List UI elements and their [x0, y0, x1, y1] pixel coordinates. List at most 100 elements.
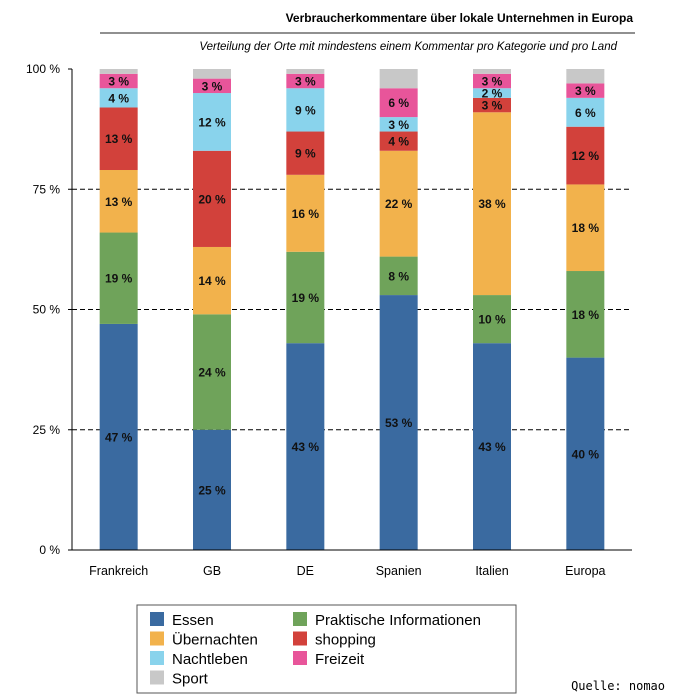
bar-segment--bernachten — [473, 112, 511, 296]
bar-segment-nachtleben — [566, 97, 605, 127]
bar-segment-freizeit — [193, 78, 231, 94]
data-label: 43 % — [292, 440, 320, 454]
bar-segment-nachtleben — [473, 88, 511, 98]
bar-segment-essen — [566, 357, 605, 550]
data-label: 13 % — [105, 132, 133, 146]
bar-segment-shopping — [193, 150, 231, 247]
data-label: 3 % — [388, 118, 409, 132]
y-tick-label: 100 % — [26, 62, 60, 76]
legend-label: Übernachten — [172, 631, 258, 649]
x-category-label: Italien — [475, 564, 508, 578]
data-label: 38 % — [478, 197, 506, 211]
bar-segment-praktische-informationen — [379, 256, 418, 296]
bar-segment--bernachten — [193, 246, 231, 315]
chart-title: Verbraucherkommentare über lokale Untern… — [286, 11, 634, 25]
x-category-label: Spanien — [376, 564, 422, 578]
data-label: 8 % — [388, 269, 409, 283]
data-label: 20 % — [198, 192, 226, 206]
data-label: 6 % — [575, 106, 596, 120]
bar-segment-sport — [99, 69, 138, 74]
data-label: 19 % — [105, 272, 133, 286]
bar-segment-sport — [193, 69, 231, 79]
legend-label: Freizeit — [315, 651, 365, 668]
bar-segment-shopping — [379, 131, 418, 151]
data-label: 10 % — [478, 313, 506, 327]
y-tick-label: 75 % — [33, 182, 61, 196]
legend-swatch — [293, 612, 307, 626]
data-label: 3 % — [575, 84, 596, 98]
bar-segment-nachtleben — [99, 88, 138, 108]
bar-segment-sport — [379, 69, 418, 89]
legend-swatch — [150, 670, 164, 685]
data-label: 47 % — [105, 430, 133, 444]
bar-segment-essen — [286, 343, 325, 550]
bar-segment-shopping — [473, 97, 511, 113]
bar-segment-nachtleben — [286, 88, 325, 132]
x-category-label: GB — [203, 564, 221, 578]
data-label: 3 % — [482, 99, 503, 113]
bar-segment--bernachten — [566, 184, 605, 272]
bar-segment-sport — [286, 69, 325, 74]
data-label: 13 % — [105, 195, 133, 209]
data-label: 2 % — [482, 87, 503, 101]
data-label: 25 % — [198, 483, 226, 497]
bar-segment-sport — [566, 69, 605, 84]
legend-label: Essen — [172, 612, 214, 629]
data-label: 9 % — [295, 147, 316, 161]
legend-swatch — [293, 631, 307, 646]
chart-subtitle: Verteilung der Orte mit mindestens einem… — [199, 41, 617, 53]
bar-segment-essen — [99, 323, 138, 550]
data-label: 18 % — [572, 221, 600, 235]
x-category-label: Europa — [565, 564, 605, 578]
y-tick-label: 0 % — [39, 543, 60, 557]
legend-swatch — [150, 651, 164, 665]
bar-segment-freizeit — [566, 83, 605, 98]
y-tick-label: 25 % — [33, 423, 61, 437]
y-tick-label: 50 % — [33, 303, 61, 317]
legend-label: Nachtleben — [172, 651, 248, 668]
bar-segment-praktische-informationen — [286, 251, 325, 344]
plot-area: 0 % 25 % 50 % 75 % 100 % 47 % 19 % 13 % 13 % 4 % 3… — [26, 62, 632, 578]
data-label: 6 % — [388, 96, 409, 110]
data-label: 19 % — [292, 291, 320, 305]
data-label: 43 % — [478, 440, 506, 454]
data-label: 40 % — [572, 447, 600, 461]
data-label: 3 % — [295, 75, 316, 89]
bar-segment-sport — [473, 69, 511, 74]
data-label: 4 % — [388, 135, 409, 149]
bar-segment-essen — [193, 429, 231, 550]
legend-swatch — [150, 612, 164, 626]
bar-segment-praktische-informationen — [473, 295, 511, 344]
legend-label: shopping — [315, 632, 376, 649]
data-label: 24 % — [198, 366, 226, 380]
data-label: 4 % — [108, 91, 129, 105]
data-label: 3 % — [202, 79, 223, 93]
bar-segment-praktische-informationen — [99, 232, 138, 324]
data-label: 12 % — [198, 115, 226, 129]
bar-segment-essen — [379, 295, 418, 550]
bar-segment-freizeit — [286, 73, 325, 89]
bar-segment--bernachten — [286, 174, 325, 252]
legend-swatch — [150, 631, 164, 646]
source-note: Quelle: nomao — [571, 679, 665, 693]
data-label: 3 % — [482, 75, 503, 89]
bar-segment-essen — [473, 343, 511, 550]
bar-segment--bernachten — [379, 150, 418, 257]
data-label: 53 % — [385, 416, 413, 430]
bar-segment-freizeit — [473, 73, 511, 89]
bar-segment-shopping — [99, 107, 138, 171]
data-label: 16 % — [292, 207, 320, 221]
data-label: 22 % — [385, 197, 413, 211]
legend: Essen Praktische Informationen Übernachten… — [136, 604, 517, 694]
bar-segment-shopping — [286, 131, 325, 175]
bar-segment-praktische-informationen — [193, 314, 231, 430]
bar-segment-nachtleben — [193, 93, 231, 151]
data-label: 14 % — [198, 274, 226, 288]
legend-label: Sport — [172, 671, 209, 688]
data-label: 3 % — [108, 75, 129, 89]
legend-swatch — [293, 651, 307, 665]
data-label: 12 % — [572, 149, 600, 163]
bar-segment--bernachten — [99, 170, 138, 233]
bar-segment-shopping — [566, 126, 605, 185]
